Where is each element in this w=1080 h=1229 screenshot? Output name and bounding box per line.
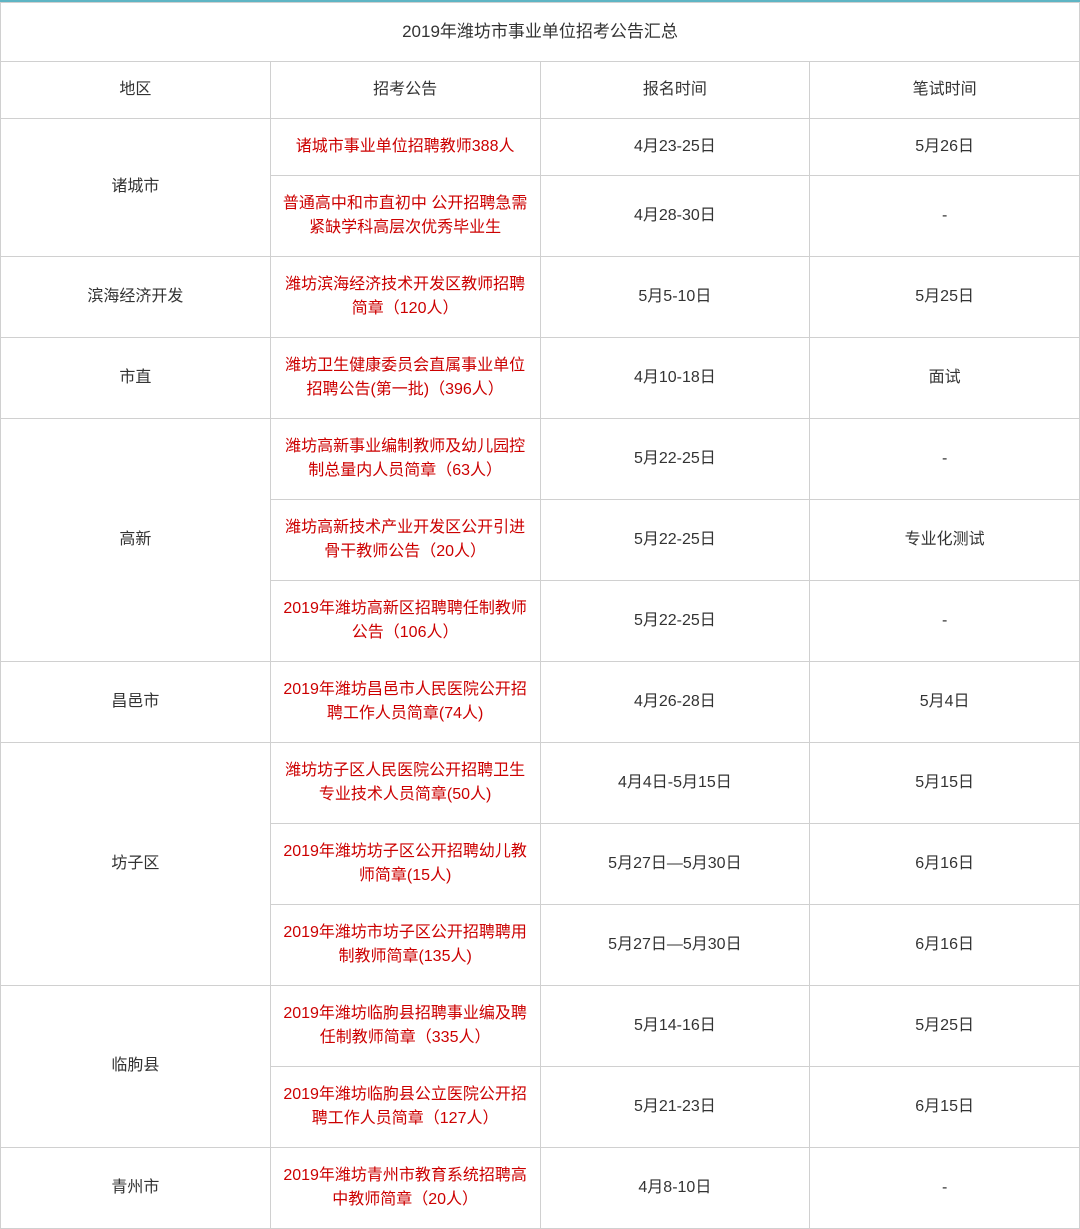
announcement-cell: 2019年潍坊高新区招聘聘任制教师公告（106人） — [270, 580, 540, 661]
signup-time-cell: 4月8-10日 — [540, 1147, 810, 1228]
table-row: 临朐县2019年潍坊临朐县招聘事业编及聘任制教师简章（335人）5月14-16日… — [1, 985, 1080, 1066]
table-row: 青州市 2019年潍坊青州市教育系统招聘高中教师简章（20人） 4月8-10日- — [1, 1147, 1080, 1228]
header-row: 地区 招考公告 报名时间 笔试时间 — [1, 61, 1080, 118]
announcement-link[interactable]: 2019年潍坊昌邑市人民医院公开招聘工作人员简章(74人) — [283, 681, 527, 722]
table-row: 昌邑市 2019年潍坊昌邑市人民医院公开招聘工作人员简章(74人) 4月26-28日… — [1, 661, 1080, 742]
announcement-cell: 潍坊坊子区人民医院公开招聘卫生专业技术人员简章(50人) — [270, 742, 540, 823]
announcement-link[interactable]: 潍坊坊子区人民医院公开招聘卫生专业技术人员简章(50人) — [285, 762, 525, 803]
announcement-cell: 潍坊高新技术产业开发区公开引进骨干教师公告（20人） — [270, 499, 540, 580]
signup-time-cell: 4月28-30日 — [540, 175, 810, 256]
table-body: 2019年潍坊市事业单位招考公告汇总 地区 招考公告 报名时间 笔试时间 — [1, 3, 1080, 119]
region-cell: 临朐县 — [1, 985, 271, 1147]
announcement-link[interactable]: 潍坊高新技术产业开发区公开引进骨干教师公告（20人） — [285, 519, 525, 560]
announcement-link[interactable]: 2019年潍坊坊子区公开招聘幼儿教师简章(15人) — [283, 843, 527, 884]
exam-time-cell: 专业化测试 — [810, 499, 1080, 580]
announcement-cell: 2019年潍坊坊子区公开招聘幼儿教师简章(15人) — [270, 823, 540, 904]
announcement-cell: 普通高中和市直初中 公开招聘急需紧缺学科高层次优秀毕业生 — [270, 175, 540, 256]
title-row: 2019年潍坊市事业单位招考公告汇总 — [1, 3, 1080, 62]
announcement-cell: 潍坊卫生健康委员会直属事业单位招聘公告(第一批)（396人） — [270, 337, 540, 418]
announcement-cell: 潍坊滨海经济技术开发区教师招聘简章（120人） — [270, 256, 540, 337]
announcement-cell: 2019年潍坊临朐县招聘事业编及聘任制教师简章（335人） — [270, 985, 540, 1066]
table-row: 市直潍坊卫生健康委员会直属事业单位招聘公告(第一批)（396人） 4月10-18日… — [1, 337, 1080, 418]
table-row: 高新潍坊高新事业编制教师及幼儿园控制总量内人员简章（63人）5月22-25日- — [1, 418, 1080, 499]
table-row: 滨海经济开发潍坊滨海经济技术开发区教师招聘简章（120人） 5月5-10日5月25… — [1, 256, 1080, 337]
signup-time-cell: 5月22-25日 — [540, 499, 810, 580]
announcement-link[interactable]: 潍坊滨海经济技术开发区教师招聘简章（120人） — [285, 276, 525, 317]
signup-time-cell: 5月21-23日 — [540, 1066, 810, 1147]
exam-time-cell: 5月15日 — [810, 742, 1080, 823]
signup-time-cell: 5月22-25日 — [540, 580, 810, 661]
table-row: 坊子区潍坊坊子区人民医院公开招聘卫生专业技术人员简章(50人)4月4日-5月15… — [1, 742, 1080, 823]
announcement-cell: 2019年潍坊昌邑市人民医院公开招聘工作人员简章(74人) — [270, 661, 540, 742]
exam-time-cell: 6月16日 — [810, 823, 1080, 904]
announcement-link[interactable]: 潍坊高新事业编制教师及幼儿园控制总量内人员简章（63人） — [285, 438, 525, 479]
region-cell: 滨海经济开发 — [1, 256, 271, 337]
exam-time-cell: 5月25日 — [810, 985, 1080, 1066]
region-cell: 市直 — [1, 337, 271, 418]
exam-time-cell: - — [810, 580, 1080, 661]
recruitment-table: 2019年潍坊市事业单位招考公告汇总 地区 招考公告 报名时间 笔试时间 诸城市… — [0, 2, 1080, 1229]
header-announcement: 招考公告 — [270, 61, 540, 118]
announcement-cell: 潍坊高新事业编制教师及幼儿园控制总量内人员简章（63人） — [270, 418, 540, 499]
region-cell: 高新 — [1, 418, 271, 661]
signup-time-cell: 5月22-25日 — [540, 418, 810, 499]
signup-time-cell: 5月5-10日 — [540, 256, 810, 337]
announcement-link[interactable]: 2019年潍坊临朐县招聘事业编及聘任制教师简章（335人） — [283, 1005, 527, 1046]
announcement-cell: 2019年潍坊青州市教育系统招聘高中教师简章（20人） — [270, 1147, 540, 1228]
exam-time-cell: - — [810, 1147, 1080, 1228]
signup-time-cell: 4月10-18日 — [540, 337, 810, 418]
announcement-link[interactable]: 潍坊卫生健康委员会直属事业单位招聘公告(第一批)（396人） — [285, 357, 525, 398]
table-row: 诸城市诸城市事业单位招聘教师388人4月23-25日5月26日 — [1, 118, 1080, 175]
signup-time-cell: 5月27日—5月30日 — [540, 904, 810, 985]
region-cell: 昌邑市 — [1, 661, 271, 742]
region-cell: 诸城市 — [1, 118, 271, 256]
header-region: 地区 — [1, 61, 271, 118]
region-cell: 坊子区 — [1, 742, 271, 985]
announcement-link[interactable]: 2019年潍坊市坊子区公开招聘聘用制教师简章(135人) — [283, 924, 527, 965]
data-rows: 诸城市 诸城市事业单位招聘教师388人 4月23-25日5月26日普通高中和市直初中… — [1, 118, 1080, 1228]
exam-time-cell: - — [810, 418, 1080, 499]
signup-time-cell: 4月26-28日 — [540, 661, 810, 742]
announcement-cell: 2019年潍坊市坊子区公开招聘聘用制教师简章(135人) — [270, 904, 540, 985]
exam-time-cell: 5月25日 — [810, 256, 1080, 337]
exam-time-cell: 6月15日 — [810, 1066, 1080, 1147]
exam-time-cell: 5月4日 — [810, 661, 1080, 742]
exam-time-cell: 6月16日 — [810, 904, 1080, 985]
signup-time-cell: 5月27日—5月30日 — [540, 823, 810, 904]
signup-time-cell: 5月14-16日 — [540, 985, 810, 1066]
region-cell: 青州市 — [1, 1147, 271, 1228]
announcement-link[interactable]: 诸城市事业单位招聘教师388人 — [296, 138, 515, 155]
exam-time-cell: - — [810, 175, 1080, 256]
announcement-link[interactable]: 2019年潍坊高新区招聘聘任制教师公告（106人） — [283, 600, 527, 641]
announcement-link[interactable]: 普通高中和市直初中 公开招聘急需紧缺学科高层次优秀毕业生 — [283, 195, 527, 236]
recruitment-table-container: 2019年潍坊市事业单位招考公告汇总 地区 招考公告 报名时间 笔试时间 诸城市… — [0, 0, 1080, 1229]
exam-time-cell: 5月26日 — [810, 118, 1080, 175]
header-signup-time: 报名时间 — [540, 61, 810, 118]
announcement-cell: 诸城市事业单位招聘教师388人 — [270, 118, 540, 175]
signup-time-cell: 4月23-25日 — [540, 118, 810, 175]
table-title: 2019年潍坊市事业单位招考公告汇总 — [1, 3, 1080, 62]
signup-time-cell: 4月4日-5月15日 — [540, 742, 810, 823]
announcement-link[interactable]: 2019年潍坊青州市教育系统招聘高中教师简章（20人） — [283, 1167, 527, 1208]
announcement-link[interactable]: 2019年潍坊临朐县公立医院公开招聘工作人员简章（127人） — [283, 1086, 527, 1127]
exam-time-cell: 面试 — [810, 337, 1080, 418]
header-exam-time: 笔试时间 — [810, 61, 1080, 118]
announcement-cell: 2019年潍坊临朐县公立医院公开招聘工作人员简章（127人） — [270, 1066, 540, 1147]
